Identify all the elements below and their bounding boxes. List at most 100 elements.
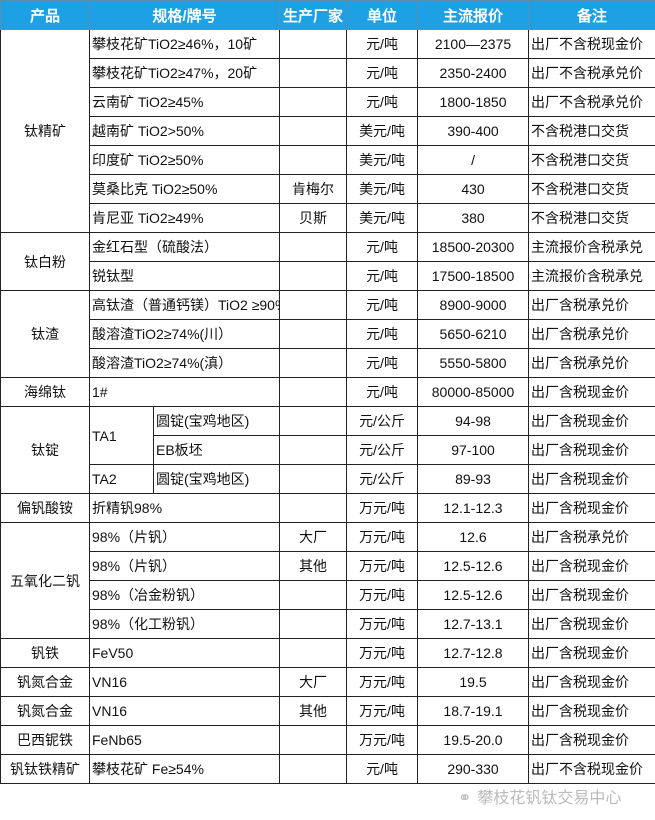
unit-cell: 元/吨 — [346, 29, 419, 59]
price-cell: 19.5-20.0 — [417, 725, 530, 755]
header-product: 产品 — [0, 0, 90, 30]
product-cell: 钒铁 — [0, 638, 90, 668]
note-cell: 出厂含税现金价 — [528, 609, 655, 639]
note-cell: 出厂含税承兑价 — [528, 348, 655, 378]
table-row: 攀枝花矿TiO2≥47%，20矿 元/吨 2350-2400 出厂不含税承兑价 — [1, 58, 655, 88]
product-cell: 五氧化二钒 — [0, 522, 90, 639]
unit-cell: 美元/吨 — [346, 203, 419, 233]
table-row: 酸溶渣TiO2≥74%(滇） 元/吨 5550-5800 出厂含税承兑价 — [1, 348, 655, 378]
note-cell: 出厂含税现金价 — [528, 551, 655, 581]
price-cell: 5650-6210 — [417, 319, 530, 349]
unit-cell: 万元/吨 — [346, 638, 419, 668]
price-cell: 19.5 — [417, 667, 530, 697]
maker-cell — [279, 87, 348, 117]
product-cell: 钛精矿 — [0, 29, 90, 233]
note-cell: 不含税港口交货 — [528, 145, 655, 175]
product-cell: 钛白粉 — [0, 232, 90, 291]
maker-cell: 其他 — [279, 696, 348, 726]
spec-cell: 98%（片钒） — [88, 522, 281, 552]
note-cell: 出厂含税承兑价 — [528, 319, 655, 349]
maker-cell: 大厂 — [279, 667, 348, 697]
spec-cell: EB板坯 — [152, 435, 281, 465]
note-cell: 出厂含税现金价 — [528, 580, 655, 610]
table-row: 肯尼亚 TiO2≥49% 贝斯 美元/吨 380 不含税港口交货 — [1, 203, 655, 233]
note-cell: 出厂含税现金价 — [528, 435, 655, 465]
unit-cell: 美元/吨 — [346, 145, 419, 175]
unit-cell: 元/吨 — [346, 58, 419, 88]
price-cell: 390-400 — [417, 116, 530, 146]
header-row: 产品 规格/牌号 生产厂家 单位 主流报价 备注 — [0, 0, 655, 30]
unit-cell: 元/吨 — [346, 348, 419, 378]
price-table: 产品 规格/牌号 生产厂家 单位 主流报价 备注 钛精矿 攀枝花矿TiO2≥46%… — [0, 0, 655, 784]
maker-cell — [279, 638, 348, 668]
unit-cell: 万元/吨 — [346, 522, 419, 552]
maker-cell — [279, 290, 348, 320]
maker-cell — [279, 406, 348, 436]
note-cell: 出厂不含税现金价 — [528, 754, 655, 784]
price-cell: 12.7-12.8 — [417, 638, 530, 668]
product-cell: 钛锭 — [0, 406, 90, 494]
note-cell: 主流报价含税承兑 — [528, 232, 655, 262]
unit-cell: 万元/吨 — [346, 580, 419, 610]
maker-cell — [279, 116, 348, 146]
unit-cell: 元/吨 — [346, 87, 419, 117]
unit-cell: 元/公斤 — [346, 406, 419, 436]
header-price: 主流报价 — [417, 0, 530, 30]
price-cell: 2100—2375 — [417, 29, 530, 59]
price-cell: 12.6 — [417, 522, 530, 552]
table-row: 钛渣 高钛渣（普通钙镁）TiO2 ≥90% 元/吨 8900-9000 出厂含税承兑价 — [0, 290, 655, 378]
note-cell: 出厂含税承兑价 — [528, 522, 655, 552]
note-cell: 主流报价含税承兑 — [528, 261, 655, 291]
price-cell: 80000-85000 — [417, 377, 530, 407]
spec-cell: 越南矿 TiO2>50% — [88, 116, 281, 146]
spec-cell: 98%（片钒） — [88, 551, 281, 581]
price-cell: 12.5-12.6 — [417, 551, 530, 581]
spec-cell: FeNb65 — [88, 725, 281, 755]
table-row: 98%（片钒） 其他 万元/吨 12.5-12.6 出厂含税现金价 — [1, 551, 655, 581]
note-cell: 出厂不含税承兑价 — [528, 87, 655, 117]
table-row: 钛白粉 金红石型（硫酸法） 元/吨 18500-20300 主流报价含税承兑 — [0, 232, 655, 291]
product-cell: 钒氮合金 — [0, 667, 90, 697]
table-row: 钒氮合金 VN16 其他 万元/吨 18.7-19.1 出厂含税现金价 — [0, 696, 655, 726]
unit-cell: 元/公斤 — [346, 435, 419, 465]
unit-cell: 元/吨 — [346, 754, 419, 784]
spec-cell: 金红石型（硫酸法） — [88, 232, 281, 262]
table-row: 钒钛铁精矿 攀枝花矿 Fe≥54% 元/吨 290-330 出厂不含税现金价 — [0, 754, 655, 784]
note-cell: 出厂含税现金价 — [528, 696, 655, 726]
maker-cell — [279, 580, 348, 610]
spec-cell: 锐钛型 — [88, 261, 281, 291]
note-cell: 不含税港口交货 — [528, 203, 655, 233]
table-row: 海绵钛 1# 元/吨 80000-85000 出厂含税现金价 — [0, 377, 655, 407]
price-cell: 430 — [417, 174, 530, 204]
unit-cell: 美元/吨 — [346, 174, 419, 204]
spec-cell: 98%（冶金粉钒） — [88, 580, 281, 610]
maker-cell — [279, 435, 348, 465]
price-cell: 5550-5800 — [417, 348, 530, 378]
table-row: 98%（化工粉钒） 万元/吨 12.7-13.1 出厂含税现金价 — [1, 609, 655, 639]
table-row: 云南矿 TiO2≥45% 元/吨 1800-1850 出厂不含税承兑价 — [1, 87, 655, 117]
spec-cell: 折精钒98% — [88, 493, 281, 523]
header-spec: 规格/牌号 — [88, 0, 281, 30]
table-row: 五氧化二钒 98%（片钒） 大厂 万元/吨 12.6 出厂含税承兑价 — [0, 522, 655, 639]
header-unit: 单位 — [346, 0, 419, 30]
spec-cell: FeV50 — [88, 638, 281, 668]
unit-cell: 元/吨 — [346, 290, 419, 320]
maker-cell — [279, 319, 348, 349]
header-note: 备注 — [528, 0, 655, 30]
spec-cell: 酸溶渣TiO2≥74%(川） — [88, 319, 281, 349]
spec-cell: 攀枝花矿TiO2≥47%，20矿 — [88, 58, 281, 88]
product-cell: 钒钛铁精矿 — [0, 754, 90, 784]
grade-cell: TA2 — [89, 464, 154, 494]
note-cell: 出厂含税现金价 — [528, 406, 655, 436]
spec-cell: 肯尼亚 TiO2≥49% — [88, 203, 281, 233]
maker-cell — [279, 725, 348, 755]
unit-cell: 万元/吨 — [346, 667, 419, 697]
unit-cell: 元/吨 — [346, 261, 419, 291]
unit-cell: 万元/吨 — [346, 696, 419, 726]
price-cell: 89-93 — [417, 464, 530, 494]
spec-cell: 莫桑比克 TiO2≥50% — [88, 174, 281, 204]
note-cell: 出厂含税现金价 — [528, 638, 655, 668]
price-cell: 1800-1850 — [417, 87, 530, 117]
maker-cell — [279, 58, 348, 88]
spec-cell: 酸溶渣TiO2≥74%(滇） — [88, 348, 281, 378]
